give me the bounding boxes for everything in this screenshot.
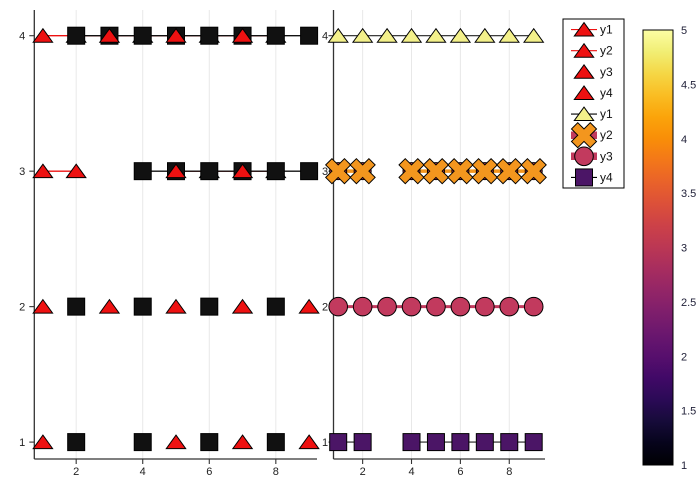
svg-text:4: 4 bbox=[19, 31, 25, 43]
svg-text:1: 1 bbox=[681, 460, 687, 472]
svg-text:y1: y1 bbox=[600, 107, 613, 121]
svg-text:4: 4 bbox=[140, 466, 146, 478]
svg-text:4: 4 bbox=[681, 134, 687, 146]
svg-text:2: 2 bbox=[681, 351, 687, 363]
svg-text:1: 1 bbox=[19, 437, 25, 449]
svg-text:y3: y3 bbox=[600, 149, 613, 163]
svg-text:2: 2 bbox=[19, 302, 25, 314]
svg-text:4: 4 bbox=[322, 31, 328, 43]
svg-text:y2: y2 bbox=[600, 128, 613, 142]
svg-text:8: 8 bbox=[506, 466, 512, 478]
svg-text:y4: y4 bbox=[600, 86, 613, 100]
svg-text:6: 6 bbox=[206, 466, 212, 478]
svg-text:y1: y1 bbox=[600, 23, 613, 37]
svg-text:1.5: 1.5 bbox=[681, 406, 696, 418]
svg-text:2: 2 bbox=[73, 466, 79, 478]
svg-text:y4: y4 bbox=[600, 170, 613, 184]
svg-text:4.5: 4.5 bbox=[681, 79, 696, 91]
svg-text:8: 8 bbox=[273, 466, 279, 478]
svg-text:y3: y3 bbox=[600, 65, 613, 79]
svg-text:3.5: 3.5 bbox=[681, 188, 696, 200]
svg-text:y2: y2 bbox=[600, 44, 613, 58]
svg-text:2.5: 2.5 bbox=[681, 297, 696, 309]
svg-text:2: 2 bbox=[360, 466, 366, 478]
svg-text:4: 4 bbox=[408, 466, 414, 478]
svg-text:3: 3 bbox=[19, 166, 25, 178]
svg-text:3: 3 bbox=[681, 243, 687, 255]
svg-text:5: 5 bbox=[681, 25, 687, 37]
svg-text:6: 6 bbox=[457, 466, 463, 478]
svg-text:2: 2 bbox=[322, 302, 328, 314]
svg-text:1: 1 bbox=[322, 437, 328, 449]
